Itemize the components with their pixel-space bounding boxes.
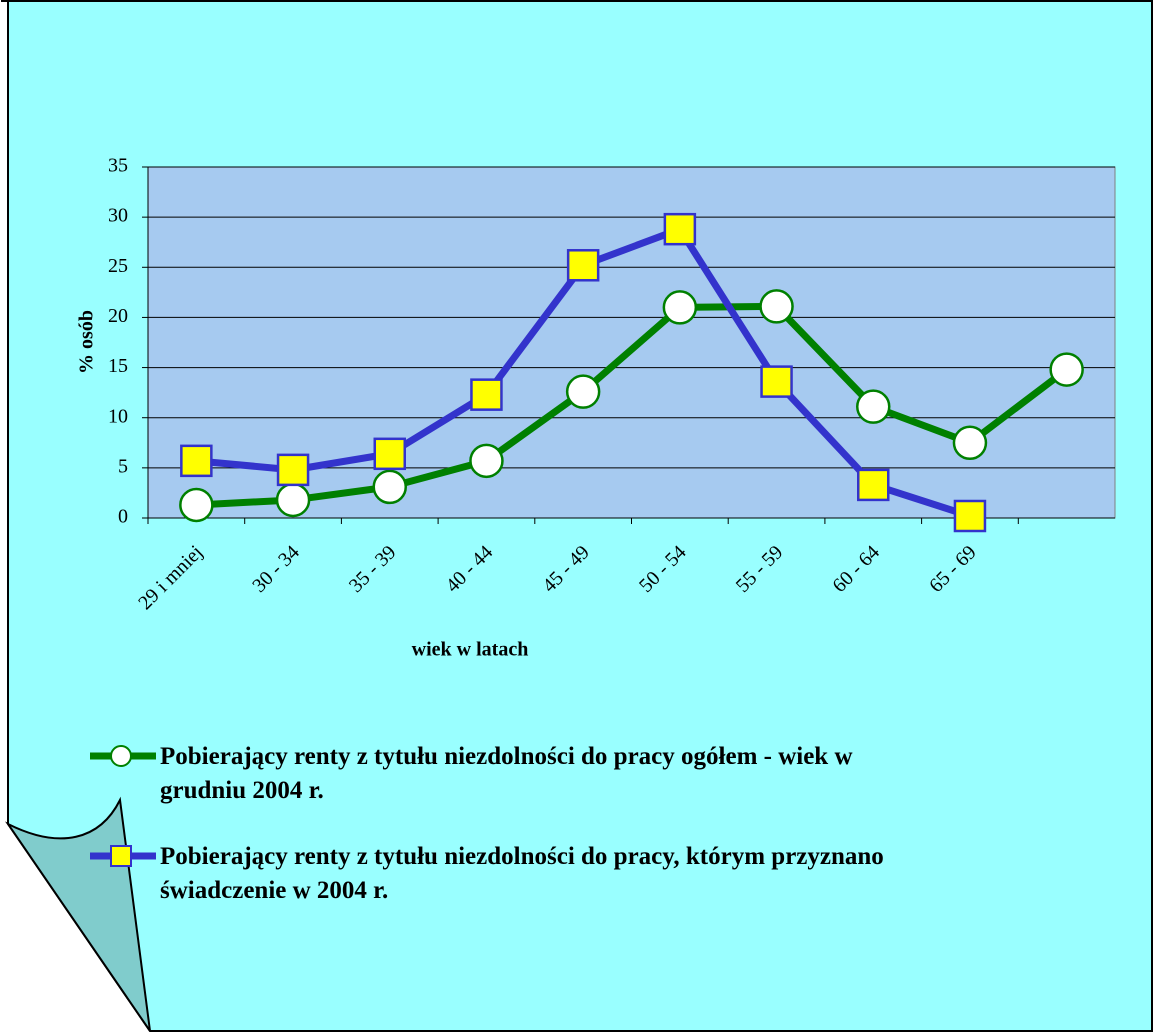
y-tick-label: 10 [108,405,128,427]
legend-marker [110,745,132,767]
marker [662,290,698,325]
marker [373,437,406,471]
marker [179,487,214,523]
marker [857,468,890,502]
marker [760,365,793,398]
legend-label: Pobierający renty z tytułu niezdolności … [160,743,853,804]
marker [566,249,600,282]
marker [372,469,407,505]
y-tick-label: 35 [108,155,128,177]
marker [953,499,987,533]
y-axis-label: % osób [76,310,98,374]
y-tick-label: 20 [108,305,128,327]
marker [180,444,213,478]
marker [469,443,504,479]
legend-marker [110,845,132,867]
marker [276,453,310,487]
marker [856,389,891,424]
y-tick-label: 30 [108,205,128,227]
series-line [196,302,1069,509]
marker [470,378,503,411]
marker [952,425,988,461]
y-tick-label: 5 [118,455,128,477]
marker [759,289,794,324]
marker [565,374,601,409]
x-axis-label: wiek w latach [412,639,529,661]
legend-label: Pobierający renty z tytułu niezdolności … [160,843,884,904]
marker [663,212,697,246]
y-tick-label: 15 [108,355,128,377]
y-tick-label: 25 [108,255,128,277]
marker [1049,352,1084,387]
marker [275,482,311,518]
y-tick-label: 0 [118,506,128,528]
